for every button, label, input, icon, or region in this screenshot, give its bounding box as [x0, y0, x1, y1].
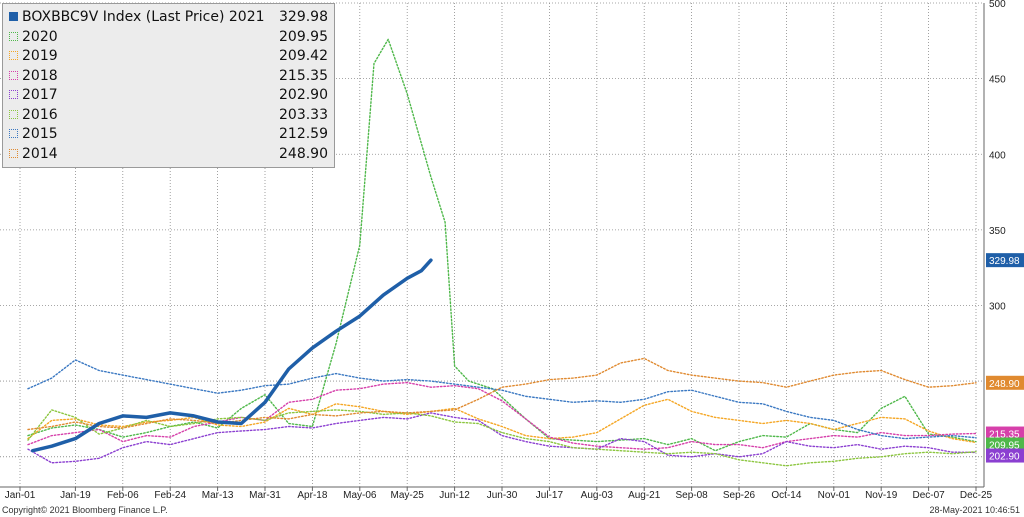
legend-label: 2016: [22, 106, 58, 123]
last-value-tag-bg: [986, 437, 1024, 452]
last-value-tag: 329.98: [986, 253, 1024, 268]
last-value-tag-label: 248.90: [989, 379, 1020, 390]
legend-label: 2015: [22, 126, 58, 142]
chart-legend: BOXBBC9V Index (Last Price) 2021 329.98 20…: [2, 3, 335, 168]
x-axis-tick-labels: Jan-01 Jan-19 Feb-06 Feb-24 Mar-13 Mar-31 Apr-…: [5, 490, 993, 501]
x-tick-label: Dec-07: [912, 490, 945, 501]
series-lines: [27, 38, 977, 467]
x-tick-label: Jul-17: [536, 490, 564, 501]
legend-value: 209.95: [279, 28, 328, 45]
legend-label: 2019: [22, 48, 58, 64]
legend-label: 2014: [22, 145, 58, 162]
last-value-tag-bg: [986, 448, 1024, 463]
legend-label: BOXBBC9V Index (Last Price) 2021: [22, 9, 265, 25]
x-tick-label: Oct-14: [771, 490, 801, 501]
last-value-tag: 248.90: [986, 375, 1024, 390]
grid-lines: [0, 2, 985, 491]
legend-row: 2014 248.90: [9, 145, 328, 163]
x-tick-label: Mar-13: [202, 490, 234, 501]
x-tick-label: Jan-19: [60, 490, 91, 501]
y-axis-tick-labels: 300 350 400 450 500: [989, 0, 1006, 313]
legend-value: 202.90: [279, 87, 328, 103]
series-line-2015: [27, 359, 977, 440]
last-value-tag-label: 202.90: [989, 452, 1020, 463]
legend-row: 2019 209.42: [9, 47, 328, 65]
x-tick-label: Feb-06: [107, 490, 139, 501]
copyright-text: Copyright© 2021 Bloomberg Finance L.P.: [2, 505, 168, 515]
x-tick-label: Dec-25: [960, 490, 993, 501]
legend-label: 2020: [22, 28, 58, 45]
legend-value: 215.35: [279, 67, 328, 84]
y-tick-label: 400: [989, 150, 1006, 161]
legend-swatch: [9, 129, 18, 138]
series-line-boxbbc9v-index-last-price-2021: [30, 258, 433, 453]
legend-row: 2020 209.95: [9, 28, 328, 46]
x-tick-label: Nov-19: [865, 490, 898, 501]
legend-row: 2017 202.90: [9, 86, 328, 104]
legend-value: 212.59: [279, 126, 328, 142]
y-tick-label: 500: [989, 0, 1006, 10]
y-tick-label: 450: [989, 75, 1006, 86]
legend-row: BOXBBC9V Index (Last Price) 2021 329.98: [9, 8, 328, 26]
series-line-2019: [27, 398, 977, 444]
legend-value: 209.42: [279, 48, 328, 64]
y-tick-label: 300: [989, 302, 1006, 313]
x-tick-label: Jan-01: [5, 490, 36, 501]
timestamp-text: 28-May-2021 10:46:51: [929, 505, 1020, 515]
y-tick-label: 350: [989, 226, 1006, 237]
x-tick-label: Aug-03: [581, 490, 614, 501]
x-tick-label: Sep-26: [723, 490, 756, 501]
last-value-tag-label: 209.95: [989, 441, 1020, 452]
x-tick-label: Nov-01: [818, 490, 851, 501]
legend-swatch: [9, 70, 18, 80]
last-value-tag: 209.95: [986, 437, 1024, 452]
series-line-2017: [27, 412, 977, 464]
last-value-tag-label: 215.35: [989, 430, 1020, 441]
legend-value: 329.98: [279, 9, 328, 25]
last-value-tag-bg: [986, 426, 1024, 441]
x-tick-label: Feb-24: [154, 490, 186, 501]
legend-swatch: [9, 51, 18, 60]
legend-swatch: [9, 12, 18, 21]
last-value-tag-label: 329.98: [989, 256, 1020, 267]
legend-swatch: [9, 148, 18, 158]
legend-label: 2018: [22, 67, 58, 84]
x-tick-label: Aug-21: [628, 490, 661, 501]
series-line-2018: [27, 381, 977, 450]
x-tick-label: May-06: [343, 490, 377, 501]
x-tick-label: Jun-12: [439, 490, 470, 501]
last-value-tag-bg: [986, 375, 1024, 390]
legend-value: 248.90: [279, 145, 328, 162]
legend-row: 2016 203.33: [9, 106, 328, 124]
legend-swatch: [9, 109, 18, 119]
x-tick-label: Sep-08: [675, 490, 708, 501]
last-value-tag: 215.35: [986, 426, 1024, 441]
legend-row: 2018 215.35: [9, 67, 328, 85]
legend-swatch: [9, 90, 18, 99]
x-tick-label: Mar-31: [249, 490, 281, 501]
last-value-tag: 202.90: [986, 448, 1024, 463]
last-value-tag-bg: [986, 253, 1024, 268]
x-tick-label: May-25: [391, 490, 425, 501]
legend-label: 2017: [22, 87, 58, 103]
series-line-2016: [27, 409, 977, 467]
legend-row: 2015 212.59: [9, 125, 328, 143]
legend-swatch: [9, 31, 18, 41]
series-line-2014: [27, 357, 977, 431]
x-tick-label: Apr-18: [297, 490, 327, 501]
legend-value: 203.33: [279, 106, 328, 123]
x-tick-label: Jun-30: [487, 490, 518, 501]
